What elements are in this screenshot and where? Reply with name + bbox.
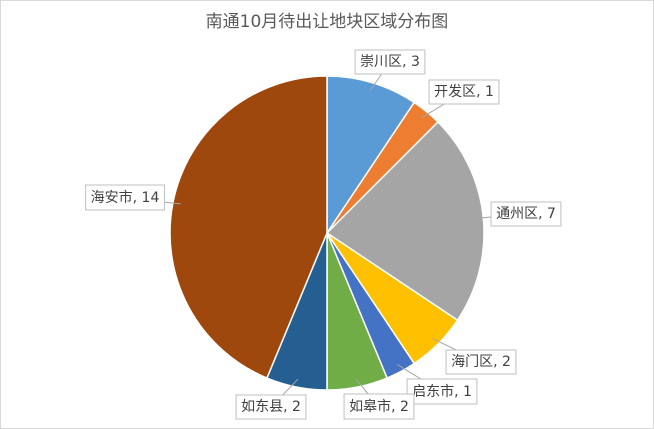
data-label: 如东县, 2: [235, 394, 307, 420]
label-value: 3: [411, 54, 420, 70]
label-category: 崇川区: [360, 54, 402, 70]
label-category: 海安市: [91, 189, 133, 206]
data-label: 海安市, 14: [85, 184, 165, 211]
label-text: 海安市, 14: [91, 189, 160, 206]
label-separator: ,: [476, 84, 485, 100]
label-box: [343, 393, 415, 420]
label-separator: ,: [391, 399, 400, 415]
label-value: 2: [400, 399, 409, 415]
data-label: 通州区, 7: [490, 201, 562, 227]
label-separator: ,: [493, 354, 502, 370]
chart-title: 南通10月待出让地块区域分布图: [206, 12, 449, 32]
label-text: 开发区, 1: [434, 84, 494, 100]
label-value: 7: [547, 206, 556, 222]
label-box: [445, 349, 517, 375]
label-box: [354, 49, 426, 75]
label-separator: ,: [133, 190, 142, 206]
data-label: 崇川区, 3: [354, 49, 426, 75]
label-separator: ,: [402, 54, 411, 70]
label-category: 如东县: [241, 399, 283, 415]
label-text: 崇川区, 3: [360, 54, 420, 70]
label-value: 2: [292, 399, 301, 415]
label-separator: ,: [454, 384, 463, 400]
label-separator: ,: [283, 399, 292, 415]
data-label: 海门区, 2: [445, 349, 517, 375]
data-label: 开发区, 1: [428, 79, 500, 105]
data-label: 启东市, 1: [406, 378, 478, 405]
label-category: 开发区: [434, 84, 476, 100]
label-separator: ,: [538, 206, 547, 222]
label-box: [490, 201, 562, 227]
label-value: 14: [142, 190, 160, 206]
label-category: 启东市: [412, 383, 454, 400]
label-text: 启东市, 1: [412, 383, 472, 400]
label-category: 海门区: [451, 354, 493, 370]
label-value: 1: [463, 384, 472, 400]
label-text: 通州区, 7: [496, 206, 556, 222]
pie-slice: [169, 75, 328, 380]
label-box: [85, 184, 165, 211]
label-category: 如皋市: [349, 398, 391, 415]
label-text: 如东县, 2: [241, 399, 301, 415]
label-value: 2: [502, 354, 511, 370]
label-text: 海门区, 2: [451, 354, 511, 370]
label-category: 通州区: [496, 206, 538, 222]
label-box: [235, 394, 307, 420]
label-box: [428, 79, 500, 105]
pie-slice: [326, 75, 416, 236]
label-text: 如皋市, 2: [349, 398, 409, 415]
data-label: 如皋市, 2: [343, 393, 415, 420]
label-box: [406, 378, 478, 405]
label-value: 1: [485, 84, 494, 100]
